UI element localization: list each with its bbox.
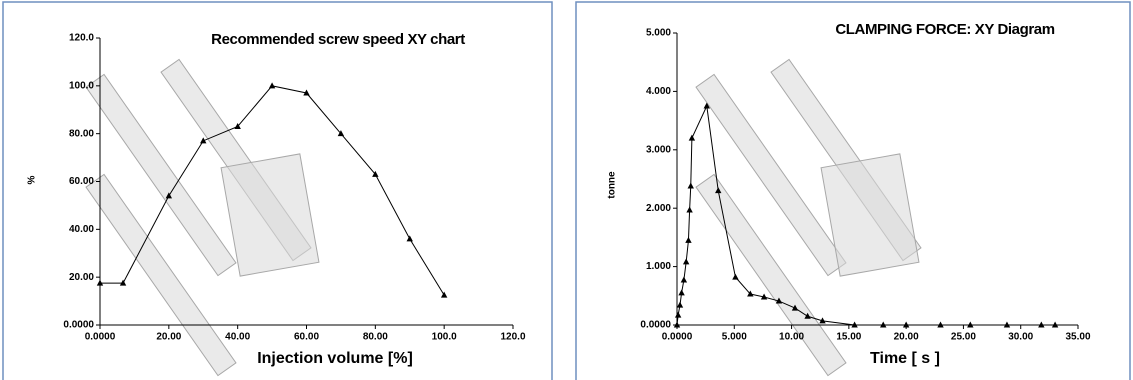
data-point	[441, 292, 447, 298]
x-tick-label: 120.0	[500, 332, 525, 343]
y-tick-label: 0.0000	[63, 320, 94, 331]
x-tick-label: 25.00	[951, 332, 976, 343]
x-tick-label: 10.00	[779, 332, 804, 343]
data-point	[677, 302, 683, 308]
data-point	[683, 258, 689, 264]
y-tick-label: 1.000	[646, 261, 671, 272]
x-tick-label: 100.0	[432, 332, 457, 343]
y-tick-label: 100.0	[69, 80, 94, 91]
x-tick-label: 35.00	[1065, 332, 1090, 343]
x-tick-label: 20.00	[156, 332, 181, 343]
chart-title: Recommended screw speed XY chart	[211, 31, 465, 48]
y-tick-label: 0.0000	[640, 320, 671, 331]
data-point	[678, 289, 684, 295]
data-point	[675, 312, 681, 318]
y-tick-label: 120.0	[69, 33, 94, 44]
machine-render	[696, 59, 921, 375]
data-point	[688, 183, 694, 189]
x-tick-label: 20.00	[894, 332, 919, 343]
y-tick-label: 40.00	[69, 224, 94, 235]
screen: 0.0000 20.00 40.00 60.00 80.00 100.0 120.0 0.00…	[0, 0, 1133, 380]
x-tick-label: 5.000	[722, 332, 747, 343]
x-tick-label: 15.00	[836, 332, 861, 343]
data-point	[407, 235, 413, 241]
y-tick-label: 4.000	[646, 86, 671, 97]
x-tick-label: 0.0000	[662, 332, 693, 343]
y-axis-label: tonne	[607, 171, 618, 199]
data-point	[689, 135, 695, 141]
y-tick-label: 2.000	[646, 203, 671, 214]
data-point	[686, 206, 692, 212]
x-tick-label: 80.00	[363, 332, 388, 343]
data-point	[732, 274, 738, 280]
machine-render	[86, 59, 319, 375]
y-axis-label: %	[27, 175, 38, 184]
y-tick-label: 60.00	[69, 176, 94, 187]
x-axis-label: Injection volume [%]	[257, 350, 413, 367]
y-tick-label: 20.00	[69, 272, 94, 283]
x-axis-label: Time [ s ]	[870, 350, 940, 367]
y-tick-label: 5.000	[646, 28, 671, 39]
data-point	[685, 237, 691, 243]
x-tick-label: 60.00	[294, 332, 319, 343]
chart-title: CLAMPING FORCE: XY Diagram	[835, 21, 1054, 38]
x-tick-label: 0.0000	[85, 332, 116, 343]
data-point	[269, 82, 275, 88]
y-tick-label: 80.00	[69, 128, 94, 139]
data-point	[681, 277, 687, 283]
x-tick-label: 40.00	[225, 332, 250, 343]
y-tick-label: 3.000	[646, 144, 671, 155]
x-tick-label: 30.00	[1008, 332, 1033, 343]
